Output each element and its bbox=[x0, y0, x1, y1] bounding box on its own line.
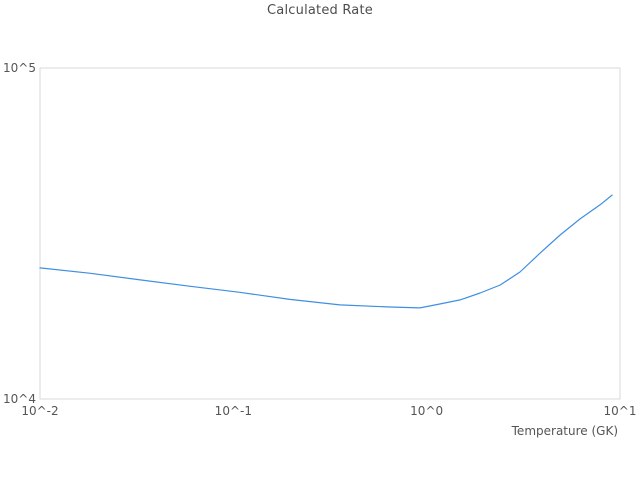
x-axis-title: Temperature (GK) bbox=[511, 424, 618, 438]
x-tick-label: 10^0 bbox=[410, 404, 444, 418]
plot-area-border bbox=[39, 67, 621, 400]
x-tick-label: 10^-2 bbox=[21, 404, 59, 418]
x-tick-label: 10^1 bbox=[603, 404, 637, 418]
y-tick-label: 10^4 bbox=[3, 392, 36, 406]
y-tick-label: 10^5 bbox=[3, 61, 36, 75]
chart-title: Calculated Rate bbox=[267, 3, 373, 18]
x-tick-label: 10^-1 bbox=[214, 404, 252, 418]
rate-line bbox=[39, 194, 613, 309]
